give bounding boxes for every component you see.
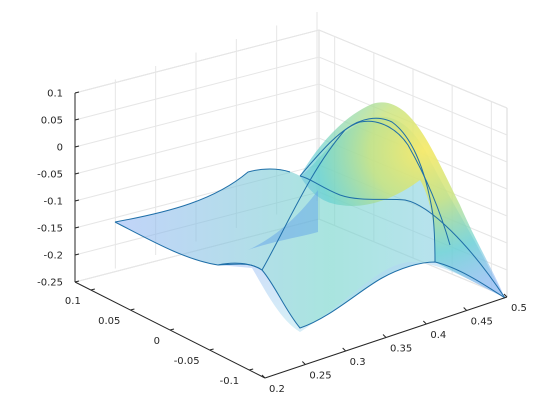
- surface-peak-sheet: [300, 102, 505, 298]
- edge-arch-2: [299, 120, 451, 246]
- z-tick-mark: [74, 226, 80, 229]
- x-tick-label: 0.5: [511, 303, 527, 314]
- surface-front-sheet: [218, 262, 505, 332]
- z-tick-mark: [74, 280, 80, 283]
- y-tick-mark: [90, 288, 95, 291]
- z-tick-mark: [74, 199, 80, 202]
- surface-edges: [114, 117, 506, 329]
- x-tick-label: 0.25: [309, 371, 331, 382]
- y-tick-label: -0.1: [220, 376, 240, 387]
- z-tick-label: -0.05: [37, 170, 63, 181]
- z-tick-mark: [74, 118, 80, 121]
- surface-inner-fold: [248, 190, 318, 250]
- z-tick-mark: [74, 172, 80, 175]
- x-tick-mark: [261, 374, 266, 379]
- y-tick-label: 0.1: [65, 296, 81, 307]
- x-tick-label: 0.3: [350, 357, 366, 368]
- x-tick-mark: [301, 361, 306, 365]
- x-tick-mark: [503, 293, 508, 298]
- x-tick-mark: [342, 347, 347, 352]
- z-tick-label: -0.2: [43, 251, 63, 262]
- z-grid-line: [74, 56, 508, 136]
- y-tick-mark: [169, 328, 175, 331]
- x-tick-label: 0.35: [390, 344, 412, 355]
- z-tick-mark: [74, 91, 80, 94]
- z-axis-ticks: -0.25 -0.2 -0.15 -0.1 -0.05 0 0.05 0.1: [37, 89, 80, 289]
- z-tick-label: -0.25: [37, 278, 63, 289]
- edge-front-crease: [217, 263, 263, 271]
- x-tick-label: 0.45: [471, 317, 493, 328]
- x-tick-label: 0.4: [430, 330, 446, 341]
- edge-arch-1: [261, 117, 436, 271]
- x-tick-mark: [422, 320, 427, 325]
- x-tick-mark: [382, 334, 387, 338]
- z-tick-label: -0.1: [43, 197, 63, 208]
- y-tick-label: 0.05: [98, 316, 120, 327]
- y-axis-ticks: -0.1 -0.05 0 0.05 0.1: [65, 288, 254, 387]
- x-tick-mark: [463, 307, 468, 311]
- surface: [115, 102, 505, 332]
- z-grid-line: [74, 29, 508, 109]
- y-tick-mark: [130, 308, 135, 311]
- edge-ridge: [299, 175, 506, 299]
- y-tick-mark: [209, 348, 214, 351]
- z-tick-label: 0.1: [47, 89, 63, 100]
- y-tick-label: 0: [154, 336, 160, 347]
- z-tick-mark: [74, 253, 80, 256]
- z-tick-label: 0: [57, 143, 63, 154]
- y-tick-mark: [249, 368, 254, 371]
- z-tick-label: -0.15: [37, 224, 63, 235]
- z-tick-mark: [74, 145, 80, 148]
- z-grid-line: [74, 110, 508, 190]
- y-tick-label: -0.05: [174, 356, 200, 367]
- z-grid-line: [74, 83, 508, 163]
- z-tick-label: 0.05: [41, 116, 63, 127]
- x-axis-ticks: 0.2 0.25 0.3 0.35 0.4 0.45 0.5: [261, 293, 527, 395]
- x-tick-label: 0.2: [269, 384, 285, 395]
- edge-left-back: [114, 168, 291, 223]
